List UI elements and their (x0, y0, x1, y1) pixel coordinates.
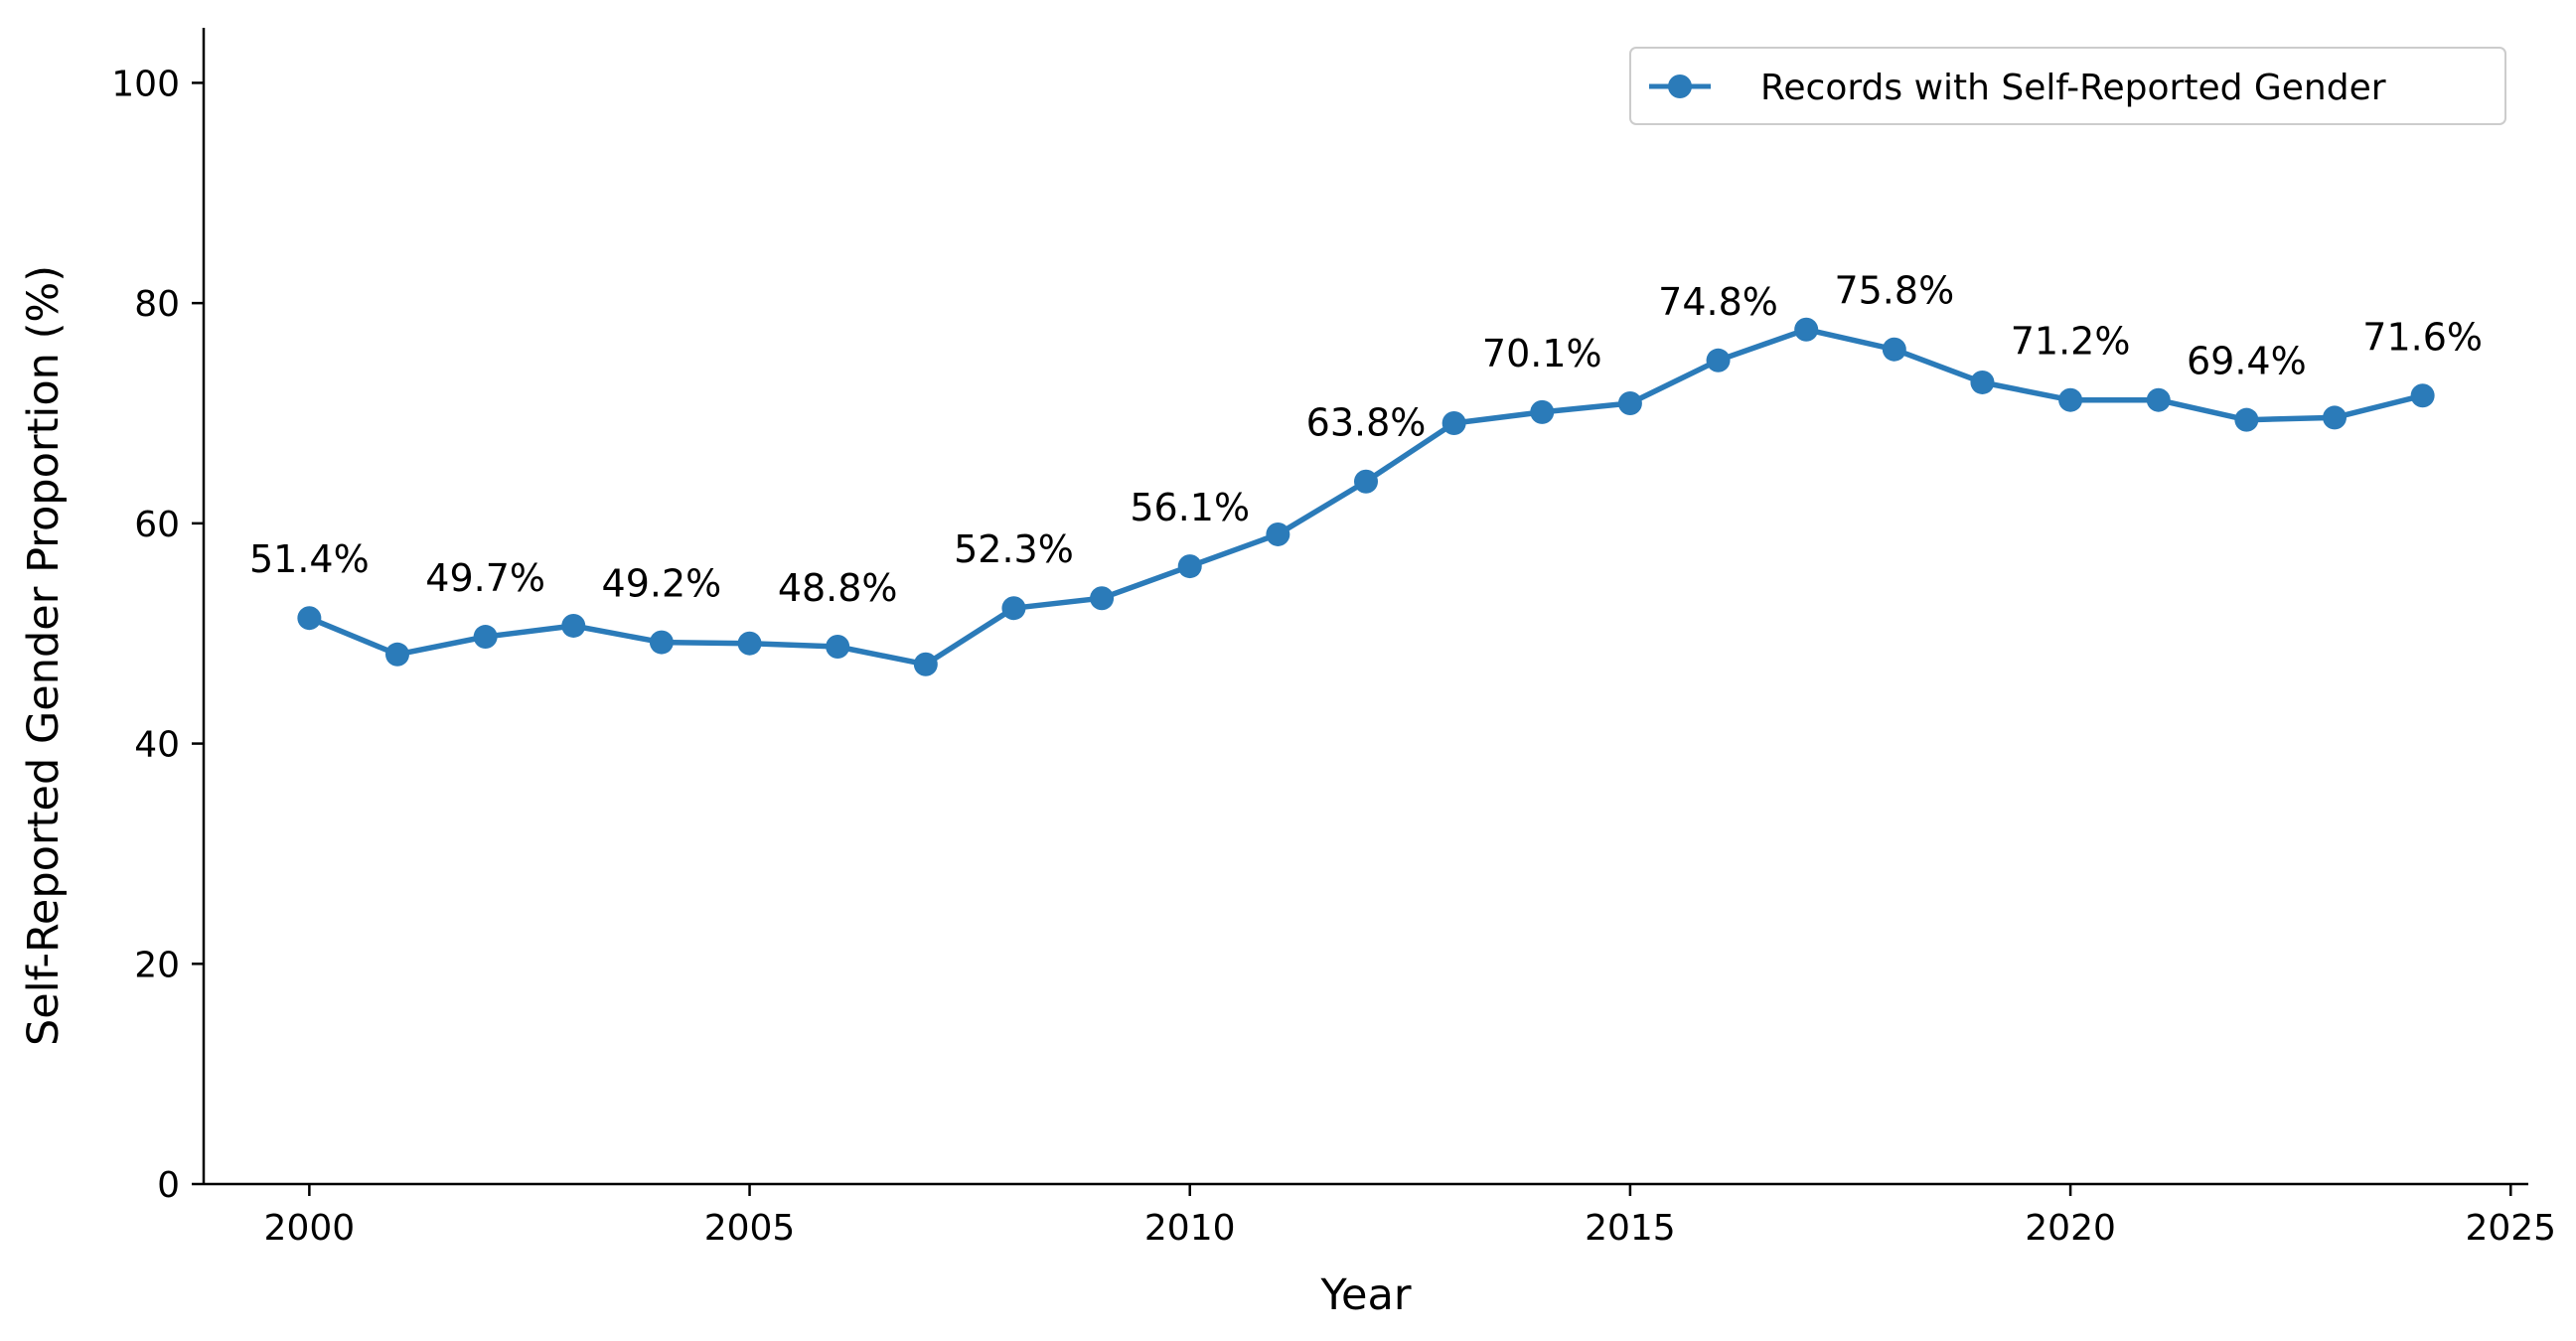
x-tick-label: 2005 (704, 1208, 796, 1249)
data-point (385, 642, 409, 667)
x-tick-label: 2010 (1144, 1208, 1236, 1249)
y-tick-label: 0 (157, 1165, 180, 1206)
data-point (2058, 387, 2083, 412)
data-label: 63.8% (1306, 401, 1427, 445)
x-axis-title: Year (1319, 1270, 1411, 1320)
data-point (2323, 405, 2347, 430)
data-point (649, 630, 674, 655)
data-label: 71.6% (2362, 315, 2483, 359)
y-axis-title: Self-Reported Gender Proportion (%) (19, 265, 69, 1046)
legend: Records with Self-Reported Gender (1629, 47, 2506, 125)
x-ticks: 2000 2005 2010 2015 2020 2025 (264, 1184, 2556, 1249)
y-tick-label: 100 (111, 64, 180, 104)
data-point (1794, 317, 1819, 342)
data-label: 56.1% (1130, 486, 1250, 529)
legend-label: Records with Self-Reported Gender (1760, 68, 2386, 108)
data-point (1441, 410, 1466, 435)
data-point (1177, 554, 1202, 579)
data-point (2234, 407, 2259, 432)
data-point (737, 631, 762, 656)
y-tick-label: 60 (134, 505, 180, 545)
data-labels: 51.4% 49.7% 49.2% 48.8% 52.3% 56.1% 63.8% 70.1%… (249, 269, 2483, 610)
y-tick-label: 40 (134, 725, 180, 766)
data-point (1706, 348, 1731, 372)
y-tick-label: 20 (134, 945, 180, 985)
data-point (1354, 469, 1378, 494)
data-point (1530, 399, 1555, 424)
data-label: 71.2% (2011, 320, 2131, 364)
series-layer (297, 317, 2435, 676)
data-label: 74.8% (1658, 280, 1778, 324)
x-tick-label: 2020 (2025, 1208, 2116, 1249)
data-point (2146, 387, 2171, 412)
x-tick-label: 2025 (2465, 1208, 2556, 1249)
data-point (297, 606, 322, 631)
data-label: 70.1% (1482, 332, 1602, 375)
data-point (473, 625, 498, 650)
axes: 2000 2005 2010 2015 2020 2025 0 20 40 60 80 100 (111, 28, 2556, 1249)
data-label: 52.3% (954, 527, 1074, 571)
data-label: 69.4% (2187, 340, 2307, 383)
legend-box (1629, 47, 2506, 125)
legend-marker (1668, 74, 1692, 98)
data-point (826, 635, 850, 660)
data-label: 49.7% (425, 556, 545, 600)
data-point (561, 613, 586, 638)
data-label: 49.2% (602, 562, 722, 606)
data-point (1090, 586, 1115, 611)
data-label: 48.8% (778, 566, 898, 610)
x-tick-label: 2015 (1585, 1208, 1676, 1249)
data-label: 75.8% (1834, 269, 1954, 313)
data-point (1001, 596, 1026, 621)
data-point (913, 652, 938, 676)
x-tick-label: 2000 (264, 1208, 356, 1249)
y-tick-label: 80 (134, 284, 180, 325)
data-point (1266, 522, 1290, 546)
data-point (1970, 370, 1995, 394)
series-line (306, 326, 2426, 668)
data-point (2410, 383, 2435, 408)
data-point (1882, 337, 1906, 362)
data-point (1617, 391, 1642, 416)
data-label: 51.4% (249, 537, 370, 581)
y-ticks: 0 20 40 60 80 100 (111, 64, 204, 1206)
